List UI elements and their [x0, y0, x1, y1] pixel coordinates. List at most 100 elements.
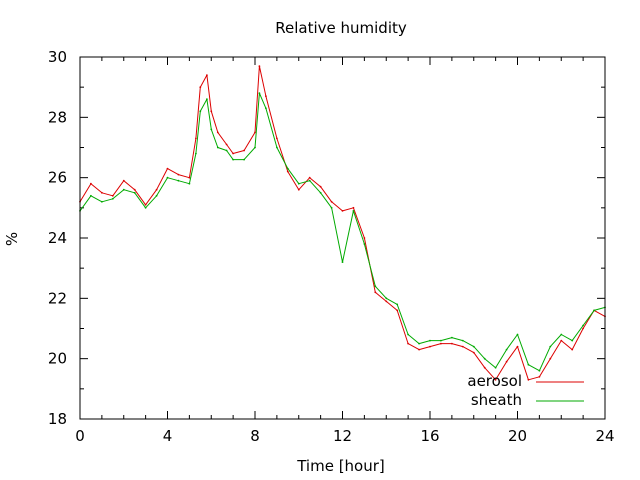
data-point-aerosol: [225, 143, 228, 146]
data-point-sheath: [258, 92, 261, 95]
data-point-sheath: [593, 309, 595, 312]
data-point-sheath: [494, 366, 497, 369]
data-point-aerosol: [516, 345, 519, 348]
data-point-aerosol: [144, 203, 147, 206]
data-point-aerosol: [90, 182, 92, 185]
data-point-sheath: [286, 167, 289, 170]
x-tick-label: 16: [420, 427, 439, 445]
x-tick-label: 24: [595, 427, 614, 445]
data-point-aerosol: [451, 342, 453, 345]
data-point-sheath: [225, 149, 228, 152]
data-point-sheath: [418, 342, 420, 345]
data-point-aerosol: [199, 86, 202, 89]
y-tick-label: 18: [48, 410, 67, 428]
data-point-sheath: [308, 179, 311, 182]
data-point-aerosol: [330, 200, 333, 203]
data-point-aerosol: [286, 170, 289, 173]
data-point-aerosol: [571, 348, 574, 351]
data-point-sheath: [429, 339, 431, 342]
data-point-sheath: [155, 194, 158, 197]
data-point-sheath: [363, 243, 366, 245]
plot-frame: [79, 56, 606, 420]
data-point-sheath: [101, 200, 103, 203]
data-point-sheath: [144, 206, 147, 209]
data-point-sheath: [243, 158, 246, 161]
data-point-aerosol: [407, 342, 409, 345]
data-point-sheath: [232, 158, 235, 161]
data-point-sheath: [330, 206, 333, 209]
data-point-sheath: [472, 345, 475, 348]
data-point-sheath: [440, 339, 442, 342]
data-point-sheath: [407, 333, 409, 336]
data-point-sheath: [385, 297, 388, 300]
data-point-aerosol: [472, 351, 475, 354]
data-point-aerosol: [188, 176, 191, 179]
data-point-sheath: [461, 339, 464, 342]
data-point-sheath: [516, 333, 519, 336]
data-point-aerosol: [133, 188, 136, 191]
data-point-aerosol: [308, 176, 311, 179]
data-point-aerosol: [538, 375, 541, 378]
data-point-sheath: [538, 369, 541, 372]
data-point-aerosol: [385, 300, 388, 303]
data-point-aerosol: [461, 345, 464, 348]
data-point-sheath: [195, 152, 197, 155]
data-point-sheath: [276, 146, 278, 149]
data-point-sheath: [188, 182, 191, 185]
series-line-sheath: [79, 92, 606, 372]
data-point-sheath: [297, 182, 300, 185]
x-tick-label: 8: [250, 427, 260, 445]
data-point-aerosol: [265, 95, 267, 98]
data-point-aerosol: [101, 191, 103, 194]
series-line-aerosol: [79, 65, 606, 381]
data-point-sheath: [527, 363, 530, 366]
data-point-aerosol: [396, 309, 399, 312]
data-point-aerosol: [483, 366, 486, 369]
data-point-aerosol: [177, 173, 180, 176]
data-point-aerosol: [560, 339, 563, 342]
data-point-sheath: [560, 333, 563, 336]
y-axis-label: %: [3, 232, 21, 246]
data-point-sheath: [571, 339, 574, 342]
data-point-aerosol: [341, 210, 344, 212]
data-point-sheath: [451, 336, 453, 339]
data-point-sheath: [341, 261, 344, 263]
data-point-aerosol: [216, 131, 219, 134]
data-point-sheath: [90, 194, 92, 197]
legend-label-aerosol: aerosol: [467, 372, 522, 390]
data-point-sheath: [265, 107, 267, 110]
data-point-aerosol: [195, 137, 197, 140]
data-point-aerosol: [374, 291, 377, 294]
data-point-aerosol: [166, 167, 169, 170]
data-point-aerosol: [527, 378, 530, 381]
data-point-aerosol: [582, 327, 584, 330]
data-point-sheath: [319, 191, 322, 194]
data-point-aerosol: [243, 149, 246, 152]
data-point-aerosol: [505, 360, 508, 363]
data-point-sheath: [352, 210, 355, 212]
data-point-sheath: [216, 146, 219, 149]
data-point-aerosol: [352, 206, 355, 209]
data-point-aerosol: [440, 342, 442, 345]
data-point-aerosol: [232, 152, 235, 155]
data-point-aerosol: [319, 185, 322, 188]
x-axis-label: Time [hour]: [296, 457, 385, 475]
data-point-sheath: [254, 146, 256, 149]
data-point-aerosol: [258, 65, 261, 67]
series-layer: [79, 65, 606, 381]
data-point-aerosol: [549, 357, 552, 360]
y-tick-label: 28: [48, 108, 67, 126]
y-tick-label: 20: [48, 350, 67, 368]
chart-title: Relative humidity: [275, 19, 407, 37]
data-point-aerosol: [494, 378, 497, 381]
data-point-aerosol: [276, 137, 278, 140]
data-point-aerosol: [122, 179, 125, 182]
data-point-aerosol: [155, 188, 158, 191]
legend-label-sheath: sheath: [471, 391, 522, 409]
data-point-aerosol: [297, 188, 300, 191]
data-point-sheath: [505, 348, 508, 351]
x-tick-label: 20: [508, 427, 527, 445]
data-point-sheath: [133, 191, 136, 194]
